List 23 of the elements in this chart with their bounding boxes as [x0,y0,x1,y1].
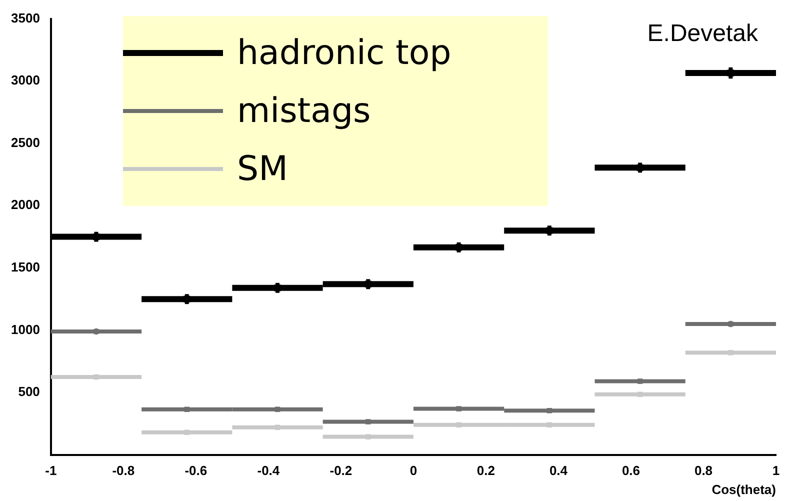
y-tick-label: 3000 [11,72,40,88]
y-tick-label: 500 [18,384,40,400]
y-tick-label: 2500 [11,134,40,150]
x-tick-label: 0.6 [622,463,640,478]
x-tick-label: -0.4 [257,463,280,478]
x-tick-label: 0.8 [694,463,713,478]
x-tick-label: 1 [772,463,780,478]
legend-label: mistags [237,91,371,131]
y-tick-label: 1500 [11,260,40,275]
x-tick-label: -0.2 [330,463,352,478]
x-axis-title: Cos(theta) [712,482,776,497]
x-tick-label: -0.8 [112,463,135,478]
y-tick-label: 1000 [11,322,40,337]
x-tick-label: -0.6 [184,463,208,478]
y-tick-label: 3500 [11,10,40,26]
legend-label: SM [237,149,288,189]
x-tick-label: 0.4 [549,463,568,478]
x-tick-label: 0.2 [476,463,496,478]
legend-label: hadronic top [237,33,452,73]
annotation: E.Devetak [647,20,758,48]
x-tick-label: 0 [410,463,418,478]
y-tick-label: 2000 [11,197,40,212]
x-tick-label: -1 [45,463,57,478]
